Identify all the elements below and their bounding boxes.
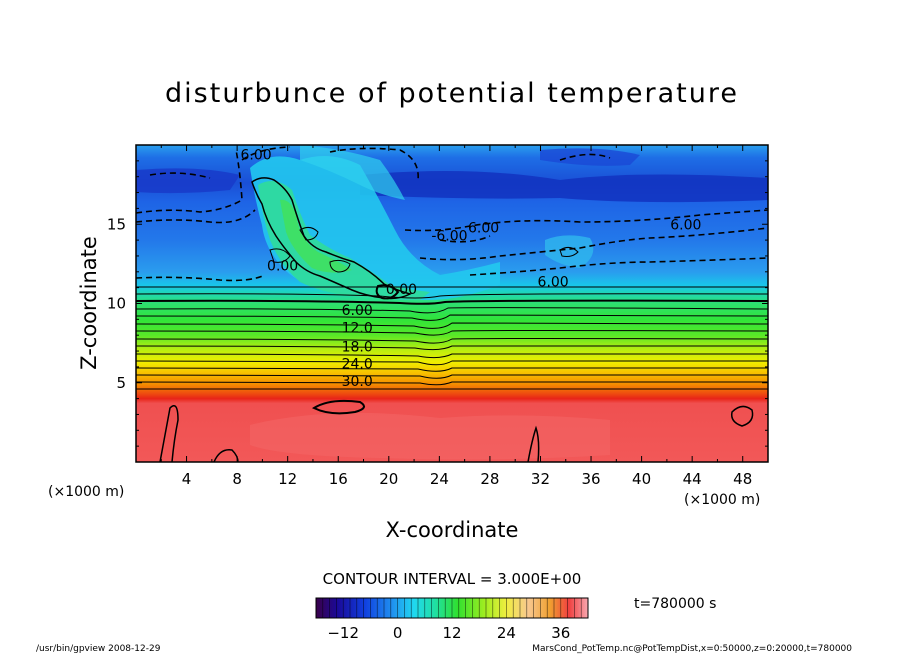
- colorbar-ticks: −12 0 12 24 36: [327, 624, 570, 642]
- contour-line: [136, 314, 768, 321]
- x-tick-label: 32: [531, 470, 550, 488]
- contour-line: [469, 257, 768, 276]
- x-tick-label: 44: [683, 470, 702, 488]
- contour-interval-text: CONTOUR INTERVAL = 3.000E+00: [323, 570, 582, 588]
- contour-line: [136, 209, 256, 224]
- warm-patch: [250, 412, 610, 460]
- contour-line: [136, 381, 768, 386]
- contour-label: 0.00: [267, 258, 298, 274]
- cyan-patch: [545, 235, 594, 268]
- y-tick-label: 5: [116, 374, 126, 392]
- contour-line: [136, 374, 768, 379]
- x-tick-label: 4: [182, 470, 192, 488]
- x-tick-label: 28: [480, 470, 499, 488]
- contour-line: [136, 322, 768, 329]
- contour-line: [439, 235, 491, 243]
- time-label: t=780000 s: [634, 596, 716, 612]
- dashed-contours: [136, 146, 768, 282]
- colorbar-tick-label: 0: [393, 624, 403, 642]
- plot-field: [136, 145, 768, 462]
- cold-patch: [540, 148, 640, 166]
- contour-line: [730, 405, 754, 427]
- x-axis-label: X-coordinate: [386, 518, 519, 542]
- contour-line: [136, 274, 266, 282]
- contour-line: [269, 248, 291, 263]
- cold-patch: [136, 168, 240, 194]
- colorbar-tick-label: 24: [497, 624, 516, 642]
- x-tick-label: 8: [232, 470, 242, 488]
- contour-line: [136, 338, 768, 344]
- x-tick-label: 36: [581, 470, 600, 488]
- contour-line: [159, 405, 179, 462]
- contour-line: [251, 177, 413, 300]
- contour-label: -6.00: [431, 228, 467, 244]
- colorbar-tick-label: 36: [551, 624, 570, 642]
- contour-line: [136, 345, 768, 351]
- y-axis: 5 10 15: [107, 160, 768, 447]
- x-tick-label: 24: [430, 470, 449, 488]
- x-tick-label: 20: [379, 470, 398, 488]
- contour-line: [559, 246, 579, 257]
- x-axis: 4 8 12 16 20 24 28 32 36 40 44 48: [160, 145, 752, 488]
- contour-line: [241, 146, 291, 161]
- contour-line: [329, 147, 419, 181]
- x-unit-left: (×1000 m): [48, 484, 124, 500]
- plume-core: [280, 199, 352, 273]
- footer-left: /usr/bin/gpview 2008-12-29: [36, 644, 161, 654]
- contour-line: [527, 425, 540, 462]
- contour-label: 30.0: [342, 374, 373, 390]
- colorbar-frame: [315, 597, 589, 619]
- contour-line: [136, 293, 768, 299]
- contour-line: [559, 153, 611, 161]
- x-tick-label: 12: [278, 470, 297, 488]
- contour-line: [136, 367, 768, 372]
- colorbar-tick-label: −12: [327, 624, 359, 642]
- x-unit-right: (×1000 m): [684, 492, 760, 508]
- x-tick-label: 40: [632, 470, 651, 488]
- y-axis-label: Z-coordinate: [77, 236, 101, 370]
- contour-line: [419, 227, 768, 261]
- contour-labels: 6.006.00-6.006.006.000.000.006.0012.018.…: [240, 148, 701, 391]
- cold-patch: [360, 171, 768, 203]
- colorbar-divisions: [322, 598, 582, 618]
- contour-line: [299, 226, 319, 241]
- y-tick-label: 10: [107, 295, 126, 313]
- contour-line: [136, 360, 768, 366]
- contour-label: 6.00: [342, 303, 373, 319]
- contour-label: 6.00: [468, 220, 499, 236]
- contour-line: [136, 330, 768, 336]
- contour-label: 24.0: [342, 357, 373, 373]
- contour-label: 0.00: [386, 282, 417, 298]
- x-tick-label: 16: [329, 470, 348, 488]
- contour-line: [136, 307, 768, 314]
- plume-cyan: [300, 145, 405, 200]
- contour-line: [404, 209, 768, 232]
- contour-line: [329, 259, 351, 273]
- contour-line: [136, 149, 243, 214]
- footer-right: MarsCond_PotTemp.nc@PotTempDist,x=0:5000…: [532, 644, 852, 654]
- x-tick-label: 48: [733, 470, 752, 488]
- contour-label: 12.0: [342, 320, 373, 336]
- contour-line: [149, 172, 211, 179]
- colorbar-tick-label: 12: [442, 624, 461, 642]
- contour-label: 18.0: [342, 339, 373, 355]
- chart-title: disturbunce of potential temperature: [165, 78, 739, 109]
- contour-label: 6.00: [240, 148, 271, 164]
- plume-green: [258, 181, 430, 300]
- contour-line: [375, 284, 400, 300]
- contour-line: [311, 399, 365, 415]
- contour-label: 6.00: [670, 217, 701, 233]
- y-tick-label: 15: [107, 215, 126, 233]
- contour-label: 6.00: [538, 274, 569, 290]
- contour-lines: [136, 146, 768, 462]
- contour-line: [136, 299, 768, 305]
- contour-line: [136, 353, 768, 359]
